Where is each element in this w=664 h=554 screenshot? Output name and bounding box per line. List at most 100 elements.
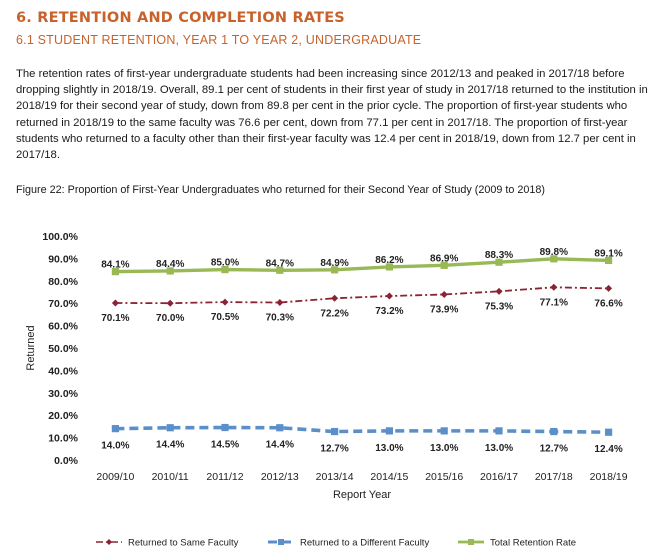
y-tick-label: 0.0%	[54, 455, 79, 467]
data-point	[111, 299, 119, 307]
x-tick-label: 2012/13	[261, 471, 299, 483]
data-label: 13.0%	[430, 443, 458, 454]
x-tick-label: 2016/17	[480, 471, 518, 483]
data-point	[440, 261, 448, 269]
data-point	[166, 299, 174, 307]
data-label: 70.1%	[101, 313, 129, 324]
legend-marker	[106, 539, 112, 545]
data-label: 85.0%	[211, 258, 239, 269]
series-line	[115, 257, 609, 274]
data-label: 12.4%	[594, 444, 622, 455]
data-point	[166, 424, 174, 432]
y-axis-title: Returned	[25, 325, 37, 370]
data-point	[221, 266, 229, 274]
series-line	[115, 425, 609, 435]
data-point	[331, 266, 339, 274]
data-point	[550, 427, 558, 436]
y-axis: 0.0% 10.0% 20.0% 30.0% 40.0% 50.0% 60.0% 70.0% 8…	[42, 231, 78, 467]
subsection-title: 6.1 STUDENT RETENTION, YEAR 1 TO YEAR 2,…	[16, 33, 422, 47]
y-tick-label: 50.0%	[48, 343, 78, 355]
data-point	[111, 268, 119, 276]
data-point	[111, 425, 119, 433]
data-label: 86.9%	[430, 253, 458, 264]
data-point	[440, 427, 448, 435]
data-label: 70.3%	[266, 313, 294, 324]
x-tick-label: 2017/18	[535, 471, 573, 483]
x-tick-label: 2013/14	[316, 471, 354, 483]
data-label: 84.1%	[101, 260, 129, 271]
y-tick-label: 90.0%	[48, 253, 78, 265]
data-point	[331, 294, 339, 302]
y-tick-label: 60.0%	[48, 321, 78, 333]
x-axis: 2009/10 2010/11 2011/12 2012/13 2013/14 2014/…	[96, 471, 627, 483]
y-tick-label: 70.0%	[48, 298, 78, 310]
x-tick-label: 2009/10	[96, 471, 134, 483]
data-point	[331, 427, 339, 436]
body-paragraph: The retention rates of first-year underg…	[16, 68, 648, 162]
data-label: 75.3%	[485, 301, 513, 312]
legend-label: Returned to Same Faculty	[128, 538, 239, 549]
chart-legend: Returned to Same Faculty Returned to a Di…	[96, 538, 576, 549]
data-point	[495, 287, 503, 295]
data-label: 84.4%	[156, 259, 184, 270]
data-point	[385, 427, 393, 435]
x-axis-title: Report Year	[333, 489, 391, 501]
data-label: 73.9%	[430, 304, 458, 315]
x-tick-label: 2011/12	[206, 471, 243, 483]
data-point	[495, 258, 503, 266]
data-point	[276, 299, 284, 307]
series-layer	[111, 255, 613, 436]
section-title: 6. RETENTION AND COMPLETION RATES	[16, 10, 345, 26]
legend-label: Total Retention Rate	[490, 538, 576, 549]
data-point	[276, 266, 284, 274]
data-label: 89.1%	[594, 248, 622, 259]
x-tick-label: 2018/19	[590, 471, 628, 483]
data-label: 14.5%	[211, 440, 239, 451]
y-tick-label: 40.0%	[48, 365, 78, 377]
y-tick-label: 80.0%	[48, 276, 78, 288]
legend-marker	[278, 539, 284, 545]
data-point	[276, 424, 284, 432]
data-label: 73.2%	[375, 306, 403, 317]
legend-marker	[468, 539, 474, 545]
data-label: 14.0%	[101, 441, 129, 452]
data-point	[605, 256, 613, 265]
figure-caption: Figure 22: Proportion of First-Year Unde…	[16, 184, 545, 196]
data-point	[440, 290, 448, 298]
y-tick-label: 10.0%	[48, 433, 78, 445]
legend-label: Returned to a Different Faculty	[300, 538, 429, 549]
data-point	[550, 283, 558, 291]
series-line	[115, 286, 609, 305]
data-point	[605, 428, 613, 436]
data-label: 13.0%	[485, 443, 513, 454]
x-tick-label: 2015/16	[425, 471, 463, 483]
data-label: 84.7%	[266, 258, 294, 269]
data-label: 86.2%	[375, 255, 403, 266]
data-label: 12.7%	[540, 444, 568, 455]
y-tick-label: 20.0%	[48, 410, 78, 422]
data-label: 88.3%	[485, 250, 513, 261]
data-point	[385, 263, 393, 271]
data-label: 70.0%	[156, 313, 184, 324]
data-point	[166, 267, 174, 275]
data-point	[385, 292, 393, 300]
data-label: 76.6%	[594, 298, 622, 309]
data-labels: 70.1% 70.0% 70.5% 70.3% 72.2% 73.2% 73.9% 75.3%…	[101, 247, 623, 455]
y-tick-label: 30.0%	[48, 388, 78, 400]
data-label: 14.4%	[266, 440, 294, 451]
x-tick-label: 2010/11	[152, 471, 189, 483]
data-point	[605, 284, 613, 292]
data-point	[550, 255, 558, 263]
data-label: 84.9%	[320, 258, 348, 269]
data-label: 89.8%	[540, 247, 568, 258]
data-label: 12.7%	[320, 444, 348, 455]
x-tick-label: 2014/15	[370, 471, 408, 483]
data-label: 14.4%	[156, 440, 184, 451]
data-label: 70.5%	[211, 312, 239, 323]
y-tick-label: 100.0%	[42, 231, 78, 243]
data-point	[221, 423, 229, 432]
data-label: 77.1%	[540, 297, 568, 308]
data-point	[221, 298, 229, 306]
